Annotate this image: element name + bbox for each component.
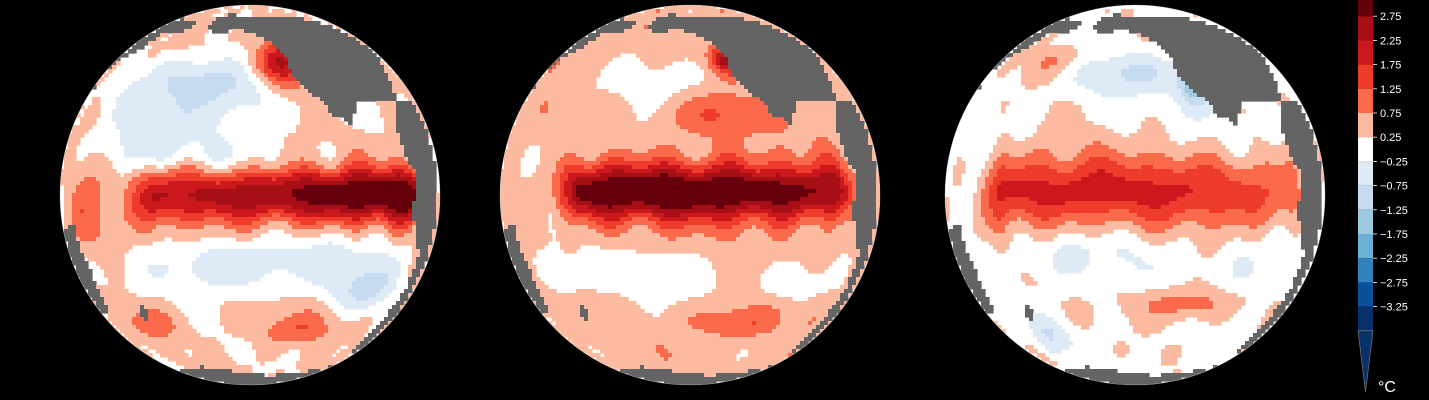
globe-outline [944, 4, 1326, 386]
sst-anomaly-globes [59, 4, 1326, 386]
colorbar-cell [1358, 209, 1373, 234]
colorbar-tick-label: 1.75 [1380, 60, 1401, 72]
colorbar-tick-label: 1.25 [1380, 84, 1401, 96]
colorbar-ticks: 2.75 2.25 1.75 1.25 0.75 0.25 −0.25 −0.75 −1.25 −… [1373, 11, 1408, 314]
colorbar-cell [1358, 40, 1373, 65]
colorbar-tick-label: −0.25 [1380, 156, 1408, 168]
colorbar-tick-label: −0.75 [1380, 181, 1408, 193]
globe-outline [499, 4, 881, 386]
colorbar-tick-label: −2.75 [1380, 277, 1408, 289]
colorbar-cell [1358, 16, 1373, 41]
sst-anomaly-field [60, 5, 440, 385]
colorbar-cell [1358, 161, 1373, 186]
sst-anomaly-field [945, 9, 1325, 385]
colorbar-tick-label: −1.75 [1380, 229, 1408, 241]
colorbar-legend: 2.75 2.25 1.75 1.25 0.75 0.25 −0.25 −0.75 −1.25 −… [1357, 0, 1408, 396]
colorbar-cells [1358, 0, 1373, 331]
sst-anomaly-field [500, 5, 880, 385]
colorbar-cell [1358, 282, 1373, 307]
colorbar-cell [1358, 64, 1373, 89]
colorbar-cell [1358, 185, 1373, 210]
globe-outline [59, 4, 441, 386]
colorbar-tick-label: −1.25 [1380, 205, 1408, 217]
colorbar-arrow [1357, 330, 1374, 393]
colorbar-cell [1358, 234, 1373, 259]
colorbar-cell [1358, 113, 1373, 138]
colorbar-tick-label: 2.25 [1380, 35, 1401, 47]
colorbar-tick-label: −2.25 [1380, 253, 1408, 265]
colorbar-cell [1358, 306, 1373, 331]
globe-panel-3 [944, 4, 1326, 386]
colorbar-cell [1358, 137, 1373, 162]
colorbar-tick-label: 0.25 [1380, 132, 1401, 144]
globe-panel-1 [59, 4, 441, 386]
colorbar-cell [1358, 88, 1373, 113]
colorbar-tick-label: −3.25 [1380, 302, 1408, 314]
colorbar-cell [1358, 258, 1373, 283]
globe-panel-2 [499, 4, 881, 386]
colorbar-tick-label: 0.75 [1380, 108, 1401, 120]
colorbar-cell [1358, 0, 1373, 17]
colorbar-unit-label: °C [1378, 379, 1396, 396]
colorbar-tick-label: 2.75 [1380, 11, 1401, 23]
